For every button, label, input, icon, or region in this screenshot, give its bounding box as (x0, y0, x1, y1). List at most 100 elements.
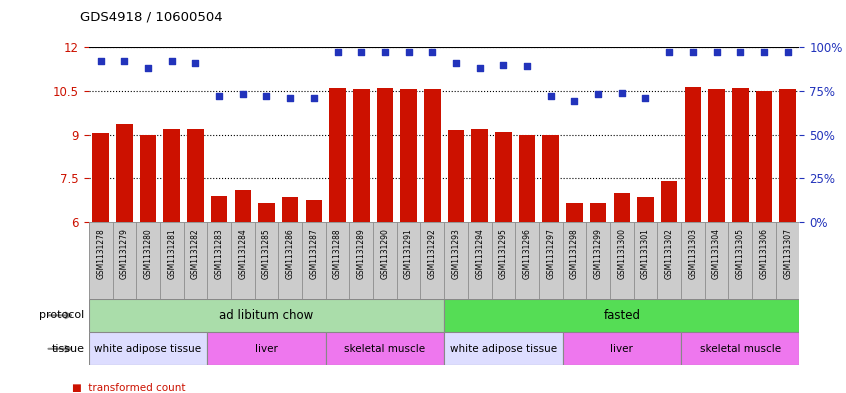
Text: GSM1131282: GSM1131282 (191, 228, 200, 279)
Bar (211, 196, 228, 222)
Bar (92, 133, 109, 222)
Bar (681, 222, 705, 299)
Point (544, 93, 558, 99)
Bar (776, 222, 799, 299)
Point (473, 65, 486, 71)
Bar (305, 200, 322, 222)
Bar (424, 88, 441, 222)
Bar (563, 222, 586, 299)
Bar (376, 88, 393, 222)
Bar (255, 222, 278, 299)
Text: GSM1131283: GSM1131283 (215, 228, 223, 279)
Bar (234, 190, 251, 222)
Bar (278, 222, 302, 299)
Bar (231, 222, 255, 299)
Bar (282, 197, 299, 222)
Text: GSM1131289: GSM1131289 (357, 228, 365, 279)
Bar (471, 129, 488, 222)
Bar (444, 222, 468, 299)
Bar (755, 91, 772, 222)
Text: GSM1131281: GSM1131281 (168, 228, 176, 279)
Bar (89, 299, 444, 332)
Bar (613, 193, 630, 222)
Bar (160, 222, 184, 299)
Text: GSM1131297: GSM1131297 (547, 228, 555, 279)
Point (141, 65, 155, 71)
Bar (515, 222, 539, 299)
Bar (373, 222, 397, 299)
Bar (728, 222, 752, 299)
Point (307, 95, 321, 101)
Text: GSM1131291: GSM1131291 (404, 228, 413, 279)
Text: white adipose tissue: white adipose tissue (450, 344, 557, 354)
Point (568, 98, 581, 105)
Text: GSM1131307: GSM1131307 (783, 228, 792, 279)
Text: GSM1131295: GSM1131295 (499, 228, 508, 279)
Text: ad libitum chow: ad libitum chow (219, 309, 314, 322)
Bar (136, 222, 160, 299)
Bar (657, 222, 681, 299)
Bar (302, 222, 326, 299)
Text: tissue: tissue (52, 344, 85, 354)
Text: white adipose tissue: white adipose tissue (95, 344, 201, 354)
Bar (661, 181, 678, 222)
Bar (539, 222, 563, 299)
Text: GDS4918 / 10600504: GDS4918 / 10600504 (80, 11, 223, 24)
Point (615, 90, 629, 96)
Text: GSM1131296: GSM1131296 (523, 228, 531, 279)
Bar (542, 134, 559, 222)
Text: GSM1131280: GSM1131280 (144, 228, 152, 279)
Text: GSM1131304: GSM1131304 (712, 228, 721, 279)
Bar (444, 332, 563, 365)
Bar (349, 222, 373, 299)
Point (591, 91, 605, 97)
Bar (590, 203, 607, 222)
Text: GSM1131279: GSM1131279 (120, 228, 129, 279)
Point (354, 49, 368, 55)
Bar (637, 197, 654, 222)
Text: GSM1131285: GSM1131285 (262, 228, 271, 279)
Text: GSM1131284: GSM1131284 (239, 228, 247, 279)
Text: GSM1131287: GSM1131287 (310, 228, 318, 279)
Bar (495, 132, 512, 222)
Point (520, 63, 534, 70)
Text: GSM1131293: GSM1131293 (452, 228, 460, 279)
Text: GSM1131292: GSM1131292 (428, 228, 437, 279)
Text: protocol: protocol (40, 310, 85, 320)
Bar (492, 222, 515, 299)
Point (639, 95, 652, 101)
Bar (400, 90, 417, 222)
Bar (353, 88, 370, 222)
Bar (329, 88, 346, 222)
Bar (779, 88, 796, 222)
Bar (519, 134, 536, 222)
Point (260, 93, 273, 99)
Point (757, 49, 771, 55)
Text: GSM1131290: GSM1131290 (381, 228, 389, 279)
Bar (89, 332, 207, 365)
Point (212, 93, 226, 99)
Bar (634, 222, 657, 299)
Point (236, 91, 250, 97)
Text: GSM1131294: GSM1131294 (475, 228, 484, 279)
Bar (681, 332, 799, 365)
Bar (89, 222, 113, 299)
Point (662, 49, 676, 55)
Bar (708, 88, 725, 222)
Text: GSM1131305: GSM1131305 (736, 228, 744, 279)
Bar (444, 299, 799, 332)
Bar (705, 222, 728, 299)
Bar (684, 87, 701, 222)
Bar (752, 222, 776, 299)
Text: ■  transformed count: ■ transformed count (72, 383, 185, 393)
Point (165, 58, 179, 64)
Bar (326, 222, 349, 299)
Point (426, 49, 439, 55)
Point (710, 49, 723, 55)
Point (733, 49, 747, 55)
Point (402, 49, 415, 55)
Text: skeletal muscle: skeletal muscle (700, 344, 781, 354)
Bar (420, 222, 444, 299)
Bar (113, 222, 136, 299)
Text: fasted: fasted (603, 309, 640, 322)
